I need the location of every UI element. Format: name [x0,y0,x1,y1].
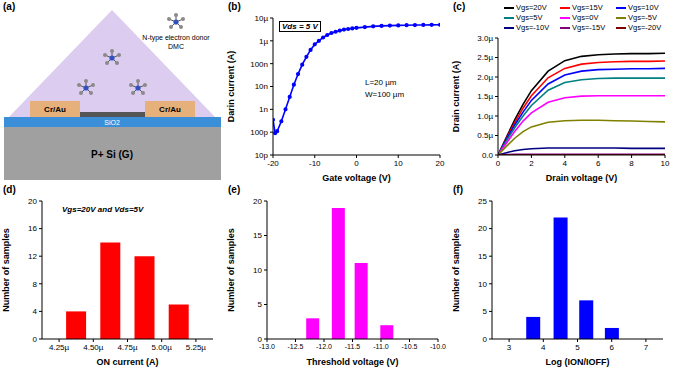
svg-text:-13.0: -13.0 [259,343,275,350]
svg-text:7: 7 [644,343,649,352]
svg-text:-10.5: -10.5 [402,343,418,350]
svg-text:0.0: 0.0 [482,151,494,160]
svg-text:-12.5: -12.5 [288,343,304,350]
svg-text:1n: 1n [259,105,268,114]
svg-text:10: 10 [478,280,487,289]
svg-text:ON current (A): ON current (A) [96,357,158,367]
svg-text:0.5µ: 0.5µ [477,131,493,140]
svg-text:4: 4 [541,343,546,352]
svg-text:0: 0 [33,335,38,344]
svg-text:5.25µ: 5.25µ [186,343,207,352]
svg-text:Cr/Au: Cr/Au [159,105,181,114]
svg-text:Darin current (A): Darin current (A) [226,51,236,123]
svg-text:-12.0: -12.0 [316,343,332,350]
svg-text:8: 8 [33,280,38,289]
svg-text:4: 4 [33,307,38,316]
svg-text:0: 0 [354,159,359,168]
svg-text:10: 10 [661,159,670,168]
svg-text:4.75µ: 4.75µ [117,343,138,352]
svg-text:20: 20 [478,224,487,233]
svg-text:Number of samples: Number of samples [1,228,11,312]
svg-text:15: 15 [253,231,262,240]
svg-text:0: 0 [258,335,263,344]
svg-text:10n: 10n [255,82,268,91]
html-text:Vds = 5 V: Vds = 5 V [282,22,318,31]
svg-text:SiO2: SiO2 [104,119,120,126]
svg-text:5: 5 [483,307,488,316]
svg-text:20: 20 [436,159,445,168]
svg-text:Drain current (A): Drain current (A) [451,61,461,133]
html-text:Vgs=-10V: Vgs=-10V [516,23,550,32]
html-text:L=20 µm: L=20 µm [365,78,397,87]
svg-text:-10.0: -10.0 [430,343,446,350]
svg-text:DMC: DMC [168,43,184,50]
svg-text:-11.5: -11.5 [345,343,361,350]
html-text:(c): (c) [453,1,466,12]
html-text:(e): (e) [228,184,241,195]
html-text:Vgs=-20V: Vgs=-20V [628,23,662,32]
svg-text:5.00µ: 5.00µ [152,343,173,352]
svg-text:6: 6 [596,159,601,168]
svg-text:2.5µ: 2.5µ [477,53,493,62]
svg-text:2.0µ: 2.0µ [477,73,493,82]
svg-text:0: 0 [483,335,488,344]
svg-text:1µ: 1µ [259,37,268,46]
svg-text:P+ Si (G): P+ Si (G) [91,149,133,160]
svg-text:10: 10 [394,159,403,168]
svg-text:25: 25 [478,197,487,206]
html-text:(d): (d) [3,184,16,195]
html-text:Vgs=5V: Vgs=5V [516,13,543,22]
svg-text:15: 15 [478,252,487,261]
svg-text:0: 0 [496,159,501,168]
svg-text:3.0µ: 3.0µ [477,34,493,43]
svg-text:2: 2 [529,159,534,168]
html-text:Vgs=15V: Vgs=15V [572,3,603,12]
html-text:Vgs=-5V: Vgs=-5V [628,13,657,22]
svg-text:Threshold voltage (V): Threshold voltage (V) [306,357,398,367]
svg-text:6: 6 [609,343,614,352]
svg-text:Number of samples: Number of samples [226,228,236,312]
svg-text:Log (ION/IOFF): Log (ION/IOFF) [546,357,610,367]
svg-text:-11.0: -11.0 [373,343,389,350]
svg-text:5: 5 [258,300,263,309]
svg-text:4.25µ: 4.25µ [49,343,70,352]
svg-text:8: 8 [629,159,634,168]
svg-text:20: 20 [253,197,262,206]
svg-text:5: 5 [575,343,580,352]
html-text:W=100 µm: W=100 µm [365,90,405,99]
svg-text:-10: -10 [309,159,321,168]
html-text:(a): (a) [3,1,16,12]
html-text:(f): (f) [453,184,463,195]
svg-text:Gate voltage (V): Gate voltage (V) [322,173,391,183]
svg-text:100p: 100p [250,128,268,137]
svg-text:12: 12 [28,252,37,261]
svg-text:-20: -20 [267,159,279,168]
svg-text:100n: 100n [250,60,268,69]
html-text:(b): (b) [228,1,241,12]
svg-text:10: 10 [253,266,262,275]
svg-text:3: 3 [507,343,512,352]
svg-text:10µ: 10µ [254,14,268,23]
svg-text:1.0µ: 1.0µ [477,112,493,121]
svg-text:16: 16 [28,224,37,233]
html-text:Vgs=20V and Vds=5V: Vgs=20V and Vds=5V [62,205,144,214]
html-text:Vgs=20V: Vgs=20V [516,3,547,12]
svg-text:4: 4 [563,159,568,168]
svg-text:20: 20 [28,197,37,206]
svg-text:1.5µ: 1.5µ [477,92,493,101]
svg-text:Cr/Au: Cr/Au [44,105,66,114]
html-text:Vgs=-15V: Vgs=-15V [572,23,606,32]
html-text:Vgs=10V: Vgs=10V [628,3,659,12]
html-text:Vgs=0V: Vgs=0V [572,13,599,22]
svg-text:Number of samples: Number of samples [451,228,461,312]
svg-text:Drain voltage (V): Drain voltage (V) [546,173,618,183]
svg-text:N-type electron donor: N-type electron donor [142,34,210,42]
svg-text:10p: 10p [255,151,269,160]
svg-text:4.50µ: 4.50µ [83,343,104,352]
